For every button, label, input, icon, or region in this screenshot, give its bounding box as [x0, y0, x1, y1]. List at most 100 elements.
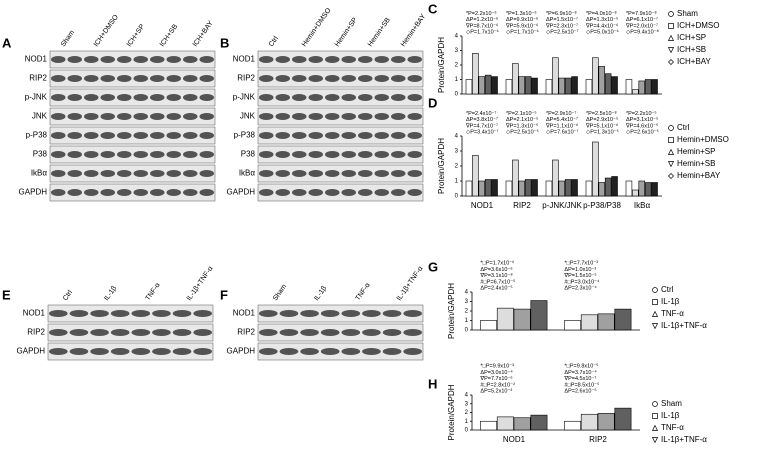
band: [199, 170, 214, 177]
p-value-annotation: ◇P=9.4x10⁻⁸: [626, 28, 659, 35]
band: [100, 151, 115, 158]
band: [67, 113, 82, 120]
band: [51, 75, 66, 82]
legend-label: IL-1β+TNF-α: [661, 321, 707, 330]
band: [358, 113, 373, 120]
band: [84, 170, 99, 177]
band: [183, 170, 198, 177]
band: [183, 132, 198, 139]
band: [117, 56, 132, 63]
band: [341, 113, 356, 120]
p-value-annotation: ◇P=1.7x10⁻⁶: [506, 28, 539, 35]
band: [308, 189, 323, 196]
bar: [512, 63, 519, 95]
y-axis-label: Protein/GAPDH: [437, 138, 446, 194]
blot-strip: [257, 88, 424, 107]
band: [279, 329, 299, 336]
band: [199, 94, 214, 101]
lane-label: ICH+SP: [126, 23, 147, 48]
band: [259, 348, 278, 355]
lane-label: Hemin+SP: [334, 16, 359, 48]
band: [308, 113, 323, 120]
band: [292, 151, 307, 158]
blot-strip: [257, 164, 424, 183]
band: [407, 189, 422, 196]
bar: [614, 407, 632, 431]
band: [133, 94, 148, 101]
legend-label: TNF-α: [661, 309, 684, 318]
p-value-annotation: ◇P=1.3x10⁻⁵: [586, 128, 619, 135]
bar: [552, 57, 559, 95]
band: [341, 189, 356, 196]
p-value-annotation: ∇P=5.1x10⁻⁶: [585, 122, 618, 129]
band: [391, 113, 406, 120]
band: [341, 56, 356, 63]
band: [259, 94, 274, 101]
bar: [545, 180, 553, 197]
bar: [524, 179, 532, 197]
bar: [530, 414, 548, 431]
bar: [564, 77, 572, 95]
band: [172, 329, 192, 336]
bar: [580, 314, 598, 331]
band: [391, 132, 406, 139]
lane-label: IL-1β+TNF-α: [186, 265, 215, 302]
band: [259, 170, 274, 177]
bar: [611, 76, 618, 95]
band: [133, 113, 148, 120]
lane-label: ICH+BAY: [192, 20, 215, 49]
y-tick-label: 3: [455, 149, 459, 155]
legend-symbol: [667, 34, 675, 41]
band: [320, 348, 340, 355]
x-tick-label: RIP2: [513, 201, 531, 210]
row-label: p-P38: [234, 131, 256, 140]
p-value-annotation: ◇P=1.7x10⁻⁶: [466, 28, 499, 35]
p-value-annotation: *□P=9.8x10⁻⁵: [564, 363, 598, 370]
band: [259, 151, 274, 158]
blot-strip: [257, 342, 424, 361]
bar: [465, 79, 473, 95]
band: [325, 189, 340, 196]
band: [320, 329, 340, 336]
band: [275, 132, 290, 139]
bar: [597, 313, 615, 331]
band: [51, 189, 66, 196]
legend-symbol: [668, 125, 674, 131]
bar: [531, 77, 538, 95]
band: [150, 113, 165, 120]
band: [49, 310, 68, 317]
band: [325, 56, 340, 63]
p-value-annotation: ΔP=2.9x10⁻⁵: [586, 116, 618, 123]
p-value-annotation: *□P=1.7x10⁻⁶: [480, 260, 514, 267]
band: [325, 132, 340, 139]
band: [166, 94, 181, 101]
blot-strip: [257, 304, 424, 323]
lane-label: ICH+DMSO: [93, 13, 120, 48]
bar: [611, 176, 618, 197]
band: [166, 113, 181, 120]
band: [84, 94, 99, 101]
legend-label: Hemin+SP: [677, 147, 715, 156]
row-label: GAPDH: [227, 347, 256, 356]
bar: [651, 79, 658, 95]
p-value-annotation: ΔP=1.5x10⁻⁷: [546, 16, 578, 23]
y-tick-label: 2: [455, 63, 459, 69]
band: [172, 310, 192, 317]
band: [358, 94, 373, 101]
p-value-annotation: #□P=8.5x10⁻⁵: [564, 381, 599, 388]
bar: [585, 180, 593, 197]
band: [292, 113, 307, 120]
legend-symbol: [651, 424, 659, 431]
band: [341, 151, 356, 158]
p-value-annotation: ∇P=1.5x10⁻⁵: [563, 272, 596, 279]
bar: [598, 182, 605, 197]
legend-label: ICH+SB: [677, 45, 706, 54]
band: [133, 189, 148, 196]
band: [308, 151, 323, 158]
p-value-annotation: ◇P=2.5x10⁻⁵: [506, 128, 539, 135]
blot-strip: [257, 323, 424, 342]
p-value-annotation: ΔP=5.2x10⁻³: [480, 388, 512, 394]
bar: [597, 413, 615, 431]
bar: [632, 89, 639, 95]
bar: [478, 76, 485, 95]
